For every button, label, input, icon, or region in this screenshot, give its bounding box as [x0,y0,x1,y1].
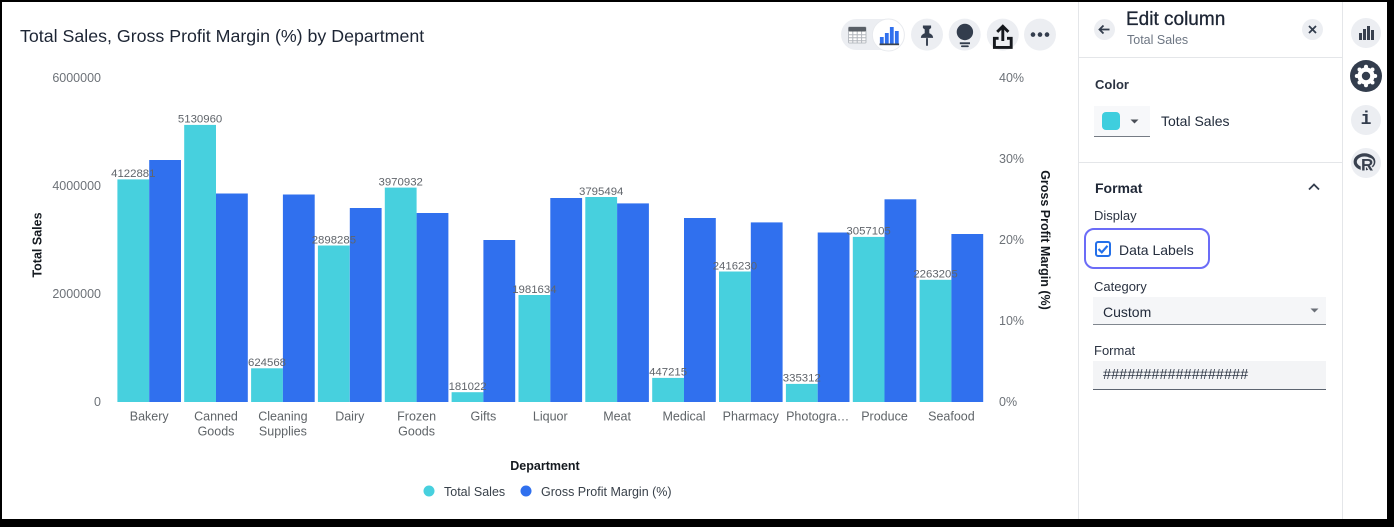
svg-text:Goods: Goods [398,425,435,439]
svg-text:Canned: Canned [194,410,238,424]
svg-text:R: R [1361,156,1373,175]
svg-text:Cleaning: Cleaning [258,410,307,424]
svg-text:40%: 40% [999,71,1024,85]
svg-text:Pharmacy: Pharmacy [723,410,780,424]
svg-text:10%: 10% [999,314,1024,328]
svg-text:Liquor: Liquor [533,410,568,424]
svg-text:1981634: 1981634 [512,284,556,296]
svg-text:2000000: 2000000 [52,287,101,301]
svg-text:30%: 30% [999,152,1024,166]
svg-text:Supplies: Supplies [259,425,307,439]
svg-text:Total Sales: Total Sales [444,485,505,499]
svg-text:Bakery: Bakery [130,410,170,424]
svg-text:20%: 20% [999,233,1024,247]
svg-text:5130960: 5130960 [178,114,222,126]
svg-text:624568: 624568 [248,357,286,369]
svg-text:Photogra…: Photogra… [786,410,849,424]
svg-text:Goods: Goods [198,425,235,439]
svg-text:0: 0 [94,395,101,409]
svg-text:3057105: 3057105 [846,226,890,238]
svg-text:335312: 335312 [783,373,821,385]
svg-text:Department: Department [510,459,580,473]
svg-text:Gross Profit Margin (%): Gross Profit Margin (%) [1038,170,1052,310]
svg-text:2898285: 2898285 [312,234,356,246]
svg-text:Gifts: Gifts [471,410,497,424]
svg-text:6000000: 6000000 [52,71,101,85]
svg-text:2416230: 2416230 [713,260,757,272]
svg-text:Seafood: Seafood [928,410,975,424]
svg-text:2263205: 2263205 [913,269,957,281]
svg-text:Total Sales: Total Sales [31,212,45,277]
svg-text:Dairy: Dairy [335,410,365,424]
svg-text:447215: 447215 [649,367,687,379]
svg-text:3970932: 3970932 [379,176,423,188]
svg-text:3795494: 3795494 [579,186,623,198]
svg-text:0%: 0% [999,395,1017,409]
svg-text:4122881: 4122881 [111,168,155,180]
svg-text:181022: 181022 [449,381,487,393]
svg-text:Meat: Meat [603,410,631,424]
svg-text:Frozen: Frozen [397,410,436,424]
svg-text:Produce: Produce [861,410,908,424]
svg-text:4000000: 4000000 [52,179,101,193]
svg-text:Gross Profit Margin (%): Gross Profit Margin (%) [541,485,672,499]
svg-text:Medical: Medical [662,410,705,424]
